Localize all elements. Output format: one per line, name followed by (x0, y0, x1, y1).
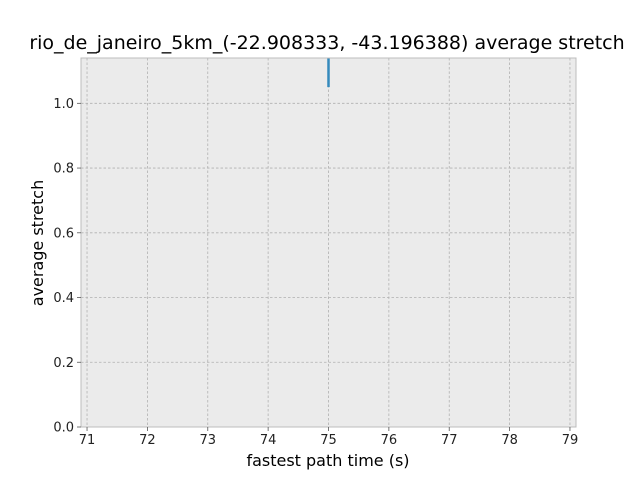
x-tick-label: 79 (562, 433, 579, 448)
x-tick-label: 72 (139, 433, 156, 448)
y-axis-ticks: 0.0 0.2 0.4 0.6 0.8 1.0 (53, 97, 81, 436)
x-tick-label: 74 (260, 433, 277, 448)
x-tick-label: 75 (320, 433, 337, 448)
y-tick-label: 0.2 (53, 356, 74, 371)
x-tick-label: 71 (79, 433, 96, 448)
y-tick-label: 0.6 (53, 226, 74, 241)
x-tick-label: 77 (441, 433, 458, 448)
x-axis-label: fastest path time (s) (246, 451, 409, 470)
y-tick-label: 0.0 (53, 421, 74, 436)
x-tick-label: 78 (501, 433, 518, 448)
chart-title: rio_de_janeiro_5km_(-22.908333, -43.1963… (29, 32, 624, 54)
x-tick-label: 76 (381, 433, 398, 448)
y-tick-label: 0.4 (53, 291, 74, 306)
x-tick-label: 73 (199, 433, 216, 448)
grid-lines (81, 58, 576, 428)
x-axis-ticks: 71 72 73 74 75 76 77 78 79 (79, 427, 578, 448)
y-tick-label: 0.8 (53, 162, 74, 177)
y-axis-label: average stretch (28, 180, 47, 306)
y-tick-label: 1.0 (53, 97, 74, 112)
